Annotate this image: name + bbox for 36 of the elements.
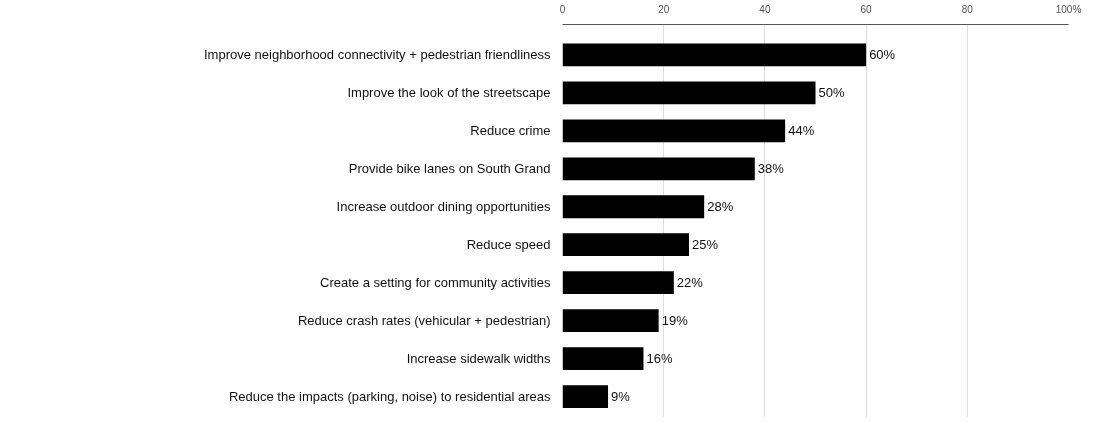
x-tick-label: 20 [658, 3, 670, 15]
bar [562, 157, 755, 181]
y-tick-label: Reduce crime [470, 123, 551, 139]
y-tick-label: Reduce crash rates (vehicular + pedestrian) [297, 313, 551, 329]
y-tick-label: Provide bike lanes on South Grand [348, 161, 551, 177]
data-label: 38% [757, 161, 785, 177]
bar [562, 347, 644, 371]
y-tick-label: Create a setting for community activities [320, 275, 551, 291]
y-tick-label: Increase sidewalk widths [406, 351, 551, 367]
x-tick-label: 0 [559, 3, 566, 15]
data-label: 50% [818, 85, 845, 101]
y-tick-label: Reduce the impacts (parking, noise) to residential areas [228, 389, 551, 405]
y-tick-label: Reduce speed [466, 237, 551, 253]
data-label: 28% [707, 199, 734, 215]
bar [562, 271, 674, 295]
x-tick-label: 80 [961, 3, 974, 15]
x-tick-label: 100% [1055, 3, 1082, 15]
bar [562, 385, 609, 409]
y-tick-label: Improve neighborhood connectivity + pedestrian friendliness [203, 47, 551, 63]
data-label: 60% [869, 47, 896, 63]
bar [562, 309, 659, 333]
x-tick-label: 40 [759, 3, 771, 15]
data-label: 22% [676, 275, 704, 291]
data-label: 9% [611, 389, 631, 405]
data-label: 19% [661, 313, 689, 329]
bar [562, 233, 689, 257]
y-tick-label: Increase outdoor dining opportunities [336, 199, 551, 215]
data-label: 44% [788, 123, 815, 139]
bar [562, 81, 816, 105]
bar [562, 195, 705, 219]
data-label: 16% [646, 351, 673, 367]
y-tick-label: Improve the look of the streetscape [347, 85, 551, 101]
data-label: 25% [692, 237, 719, 253]
x-tick-label: 60 [860, 3, 873, 15]
bar [562, 43, 867, 67]
bar [562, 119, 786, 143]
